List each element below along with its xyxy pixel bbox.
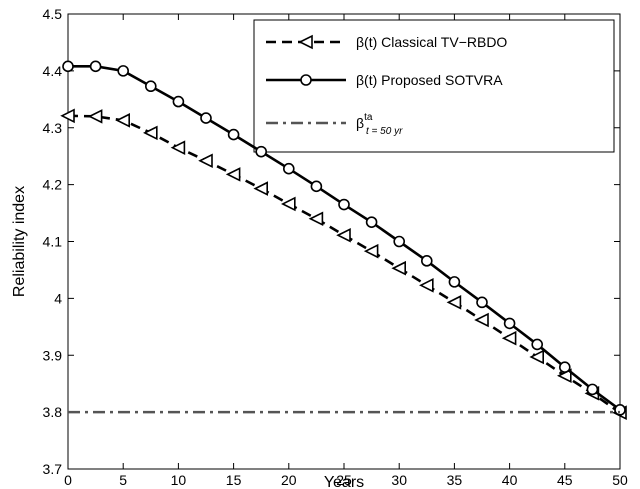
legend-label-subscript: t = 50 yr [366, 126, 403, 137]
triangle-marker [529, 349, 545, 365]
y-axis-label: Reliability index [11, 186, 28, 297]
circle-marker [310, 180, 323, 193]
triangle-marker [336, 227, 351, 243]
y-tick-label: 4.3 [43, 120, 63, 136]
y-tick-label: 4.5 [43, 6, 63, 22]
y-tick-label: 4 [54, 290, 62, 306]
y-tick-label: 3.8 [43, 404, 63, 420]
circle-marker [255, 145, 268, 158]
circle-marker [282, 162, 295, 175]
x-tick-label: 5 [119, 472, 127, 488]
circle-marker [300, 74, 312, 86]
circle-marker [365, 216, 378, 228]
triangle-marker [474, 312, 489, 328]
circle-marker [531, 338, 544, 351]
legend-label: β(t) Classical TV−RBDO [356, 34, 507, 50]
x-tick-label: 50 [612, 472, 628, 488]
x-tick-label: 15 [226, 472, 242, 488]
triangle-marker [198, 153, 213, 169]
circle-marker [558, 361, 571, 373]
x-tick-label: 45 [557, 472, 573, 488]
triangle-marker [170, 140, 186, 155]
circle-marker [117, 65, 129, 77]
series-0 [60, 108, 627, 420]
y-tick-label: 4.4 [43, 63, 63, 79]
series-1 [62, 60, 626, 416]
x-axis-label: Years [324, 474, 364, 489]
circle-marker [145, 80, 157, 93]
circle-marker [420, 255, 433, 267]
circle-marker [338, 198, 350, 211]
triangle-marker [419, 277, 434, 293]
x-tick-label: 35 [447, 472, 463, 488]
legend-label: βta t = 50 yr [356, 112, 403, 137]
triangle-marker [363, 243, 379, 259]
triangle-marker [391, 260, 407, 276]
triangle-marker [298, 34, 313, 50]
triangle-marker [308, 211, 324, 227]
triangle-marker [253, 181, 269, 196]
y-tick-label: 3.9 [43, 347, 63, 363]
circle-marker [476, 296, 488, 309]
triangle-marker [143, 125, 158, 141]
circle-marker [503, 317, 516, 330]
legend-label: β(t) Proposed SOTVRA [356, 72, 503, 88]
triangle-marker [225, 167, 241, 182]
triangle-marker [87, 109, 103, 124]
circle-marker [227, 128, 240, 141]
y-tick-label: 4.2 [43, 177, 63, 193]
x-tick-label: 10 [171, 472, 187, 488]
circle-marker [62, 60, 74, 73]
triangle-marker [281, 196, 296, 212]
circle-marker [586, 383, 599, 396]
circle-marker [200, 112, 212, 124]
triangle-marker [60, 108, 75, 124]
series-line [67, 114, 621, 414]
x-tick-label: 0 [64, 472, 72, 488]
y-tick-label: 4.1 [43, 234, 63, 250]
circle-marker [614, 404, 626, 416]
legend-label-superscript: ta [364, 112, 373, 123]
triangle-marker [446, 295, 462, 310]
legend: β(t) Classical TV−RBDO β(t) Proposed SOTV… [253, 19, 615, 153]
triangle-marker [501, 330, 517, 346]
x-tick-label: 25 [336, 472, 352, 488]
circle-marker [89, 60, 102, 73]
circle-marker [448, 276, 461, 288]
triangle-marker [115, 113, 130, 128]
y-tick-label: 3.7 [43, 461, 63, 477]
x-tick-label: 20 [281, 472, 297, 488]
circle-marker [393, 235, 406, 248]
x-tick-label: 30 [391, 472, 407, 488]
circle-marker [172, 95, 185, 108]
x-tick-label: 40 [502, 472, 518, 488]
